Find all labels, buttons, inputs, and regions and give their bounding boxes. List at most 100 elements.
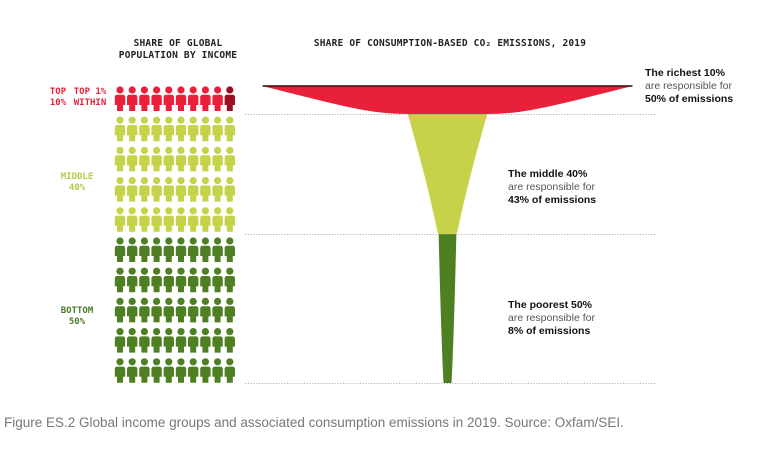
annotation-poorest-line-3: 8% of emissions xyxy=(508,325,591,337)
person-icon-bottom xyxy=(188,237,199,262)
person-icon-bottom xyxy=(139,267,150,293)
person-icon-middle xyxy=(212,177,223,202)
person-icon-middle xyxy=(114,146,126,172)
person-icon-bottom xyxy=(127,297,138,323)
group-label-top-line-1: TOP xyxy=(49,87,67,97)
annotation-middle-line-1: The middle 40% xyxy=(508,168,588,180)
person-icon-bottom xyxy=(114,328,126,353)
annotation-poorest: The poorest 50% are responsible for 8% o… xyxy=(508,299,628,338)
person-icon-middle xyxy=(224,177,235,202)
person-icon-bottom xyxy=(127,358,138,383)
person-icon-middle xyxy=(175,207,187,232)
group-label-top1-line-2: WITHIN xyxy=(73,98,107,108)
person-icon-bottom xyxy=(175,328,187,353)
person-icon-bottom xyxy=(151,267,162,293)
person-icon-bottom xyxy=(127,237,138,262)
person-icon-bottom xyxy=(127,328,138,353)
person-icon-bottom xyxy=(212,358,223,383)
funnel-band-middle40 xyxy=(407,114,488,234)
person-icon-bottom xyxy=(151,297,162,323)
person-icon-middle xyxy=(175,177,187,202)
person-icon-middle xyxy=(114,177,126,202)
group-label-middle-line-1: MIDDLE xyxy=(60,172,94,182)
person-icon-bottom xyxy=(175,237,187,262)
person-icon-middle xyxy=(188,207,199,232)
population-header-line-2: POPULATION BY INCOME xyxy=(118,50,238,61)
person-icon-middle xyxy=(114,207,126,232)
person-icon-top1 xyxy=(224,86,235,111)
person-icon-middle xyxy=(212,116,223,142)
person-icon-bottom xyxy=(188,297,199,323)
person-icon-bottom xyxy=(151,328,162,353)
person-icon-bottom xyxy=(114,358,126,383)
person-icon-middle xyxy=(127,116,138,142)
person-icon-middle xyxy=(163,116,174,142)
annotation-middle-line-2: are responsible for xyxy=(508,181,595,193)
person-icon-bottom xyxy=(200,358,211,383)
person-icon-top xyxy=(114,86,126,111)
annotation-middle: The middle 40% are responsible for 43% o… xyxy=(508,168,628,207)
person-icon-middle xyxy=(139,116,150,142)
person-icon-middle xyxy=(224,146,235,172)
person-icon-bottom xyxy=(139,328,150,353)
annotation-richest: The richest 10% are responsible for 50% … xyxy=(645,67,765,106)
group-label-top1-line-1: TOP 1% xyxy=(73,87,107,97)
funnel-band-top10 xyxy=(262,86,633,114)
person-icon-bottom xyxy=(212,237,223,262)
annotation-richest-line-3: 50% of emissions xyxy=(645,93,734,105)
person-icon-middle xyxy=(127,146,138,172)
person-icon-middle xyxy=(163,177,174,202)
annotation-middle-line-3: 43% of emissions xyxy=(508,194,597,206)
person-icon-top xyxy=(163,86,174,111)
person-icon-bottom xyxy=(212,267,223,293)
group-label-top: TOP 10% xyxy=(40,87,76,109)
person-icon-middle xyxy=(151,146,162,172)
person-icon-middle xyxy=(139,207,150,232)
person-icon-bottom xyxy=(163,297,174,323)
person-icon-top xyxy=(127,86,138,111)
person-icon-bottom xyxy=(139,358,150,383)
group-label-bottom-line-1: BOTTOM xyxy=(60,306,94,316)
person-icon-bottom xyxy=(188,328,199,353)
person-icon-middle xyxy=(188,116,199,142)
person-icon-bottom xyxy=(224,267,235,293)
person-icon-bottom xyxy=(224,297,235,323)
person-icon-middle xyxy=(224,207,235,232)
person-icon-bottom xyxy=(114,237,126,262)
person-icon-bottom xyxy=(175,297,187,323)
group-label-bottom: BOTTOM 50% xyxy=(55,306,99,328)
person-icon-middle xyxy=(151,207,162,232)
annotation-poorest-line-1: The poorest 50% xyxy=(508,299,593,311)
person-icon-bottom xyxy=(114,267,126,293)
funnel-band-bottom50 xyxy=(438,234,457,383)
person-icon-bottom xyxy=(163,328,174,353)
person-icon-bottom xyxy=(151,237,162,262)
annotation-richest-line-2: are responsible for xyxy=(645,80,732,92)
person-icon-middle xyxy=(151,116,162,142)
person-icon-top xyxy=(175,86,187,111)
annotation-richest-line-1: The richest 10% xyxy=(645,67,725,79)
person-icon-top xyxy=(139,86,150,111)
person-icon-top xyxy=(200,86,211,111)
person-icon-bottom xyxy=(163,237,174,262)
person-icon-bottom xyxy=(151,358,162,383)
person-icon-bottom xyxy=(200,328,211,353)
group-label-top1: TOP 1% WITHIN xyxy=(70,87,110,109)
person-icon-middle xyxy=(151,177,162,202)
person-icon-middle xyxy=(175,146,187,172)
person-icon-top xyxy=(188,86,199,111)
person-icon-bottom xyxy=(175,267,187,293)
group-label-middle: MIDDLE 40% xyxy=(55,172,99,194)
person-icon-bottom xyxy=(200,237,211,262)
person-icon-bottom xyxy=(175,358,187,383)
person-icon-middle xyxy=(175,116,187,142)
person-icon-middle xyxy=(200,207,211,232)
person-icon-middle xyxy=(188,146,199,172)
person-icon-bottom xyxy=(127,267,138,293)
person-icon-middle xyxy=(212,146,223,172)
person-icon-bottom xyxy=(139,237,150,262)
person-icon-middle xyxy=(139,177,150,202)
population-header: SHARE OF GLOBAL POPULATION BY INCOME xyxy=(108,38,248,62)
